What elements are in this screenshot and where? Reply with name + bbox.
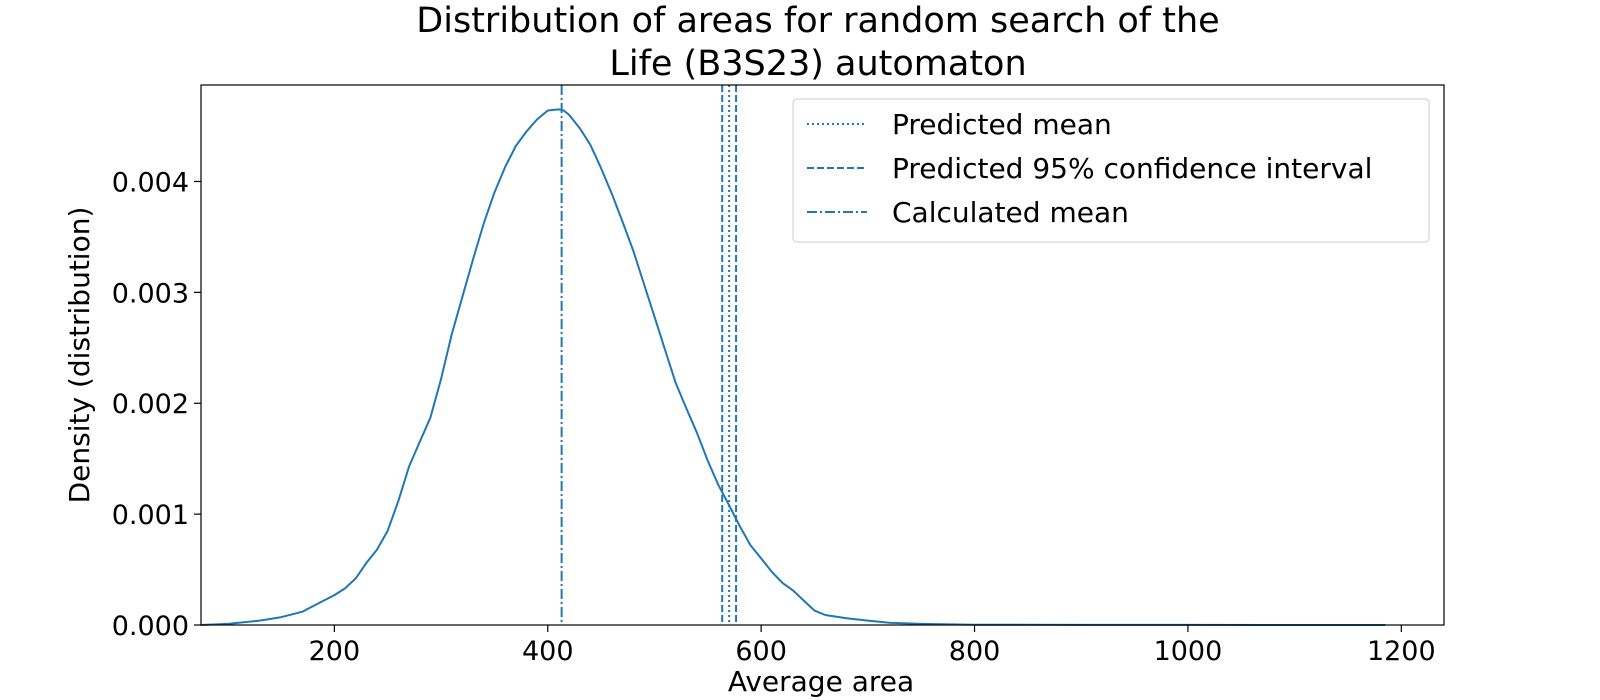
x-tick-label: 400	[522, 636, 574, 667]
chart-title-line-1: Distribution of areas for random search …	[416, 1, 1219, 41]
x-tick-label: 200	[309, 636, 361, 667]
legend: Predicted mean Predicted 95% confidence i…	[792, 98, 1430, 243]
legend-box	[792, 98, 1430, 243]
y-tick-label: 0.004	[112, 167, 189, 198]
chart-title-line-2: Life (B3S23) automaton	[609, 44, 1026, 84]
x-tick-label: 1200	[1367, 636, 1436, 667]
x-axis: 200 400 600 800 1000 1200	[309, 625, 1436, 667]
plot-frame	[200, 84, 1445, 626]
y-axis: 0.000 0.001 0.002 0.003 0.004	[112, 167, 201, 642]
x-tick-label: 600	[735, 636, 787, 667]
y-tick-label: 0.002	[112, 389, 189, 420]
y-axis-label: Density (distribution)	[63, 207, 96, 504]
plot-area	[200, 85, 1386, 626]
y-tick-label: 0.001	[112, 500, 189, 531]
legend-label: Predicted 95% confidence interval	[892, 152, 1372, 185]
x-tick-label: 1000	[1154, 636, 1223, 667]
y-tick-label: 0.003	[112, 278, 189, 309]
x-tick-label: 800	[949, 636, 1001, 667]
x-axis-label: Average area	[728, 665, 914, 698]
density-curve-1	[200, 108, 1386, 626]
y-tick-label: 0.000	[112, 611, 189, 642]
legend-label: Predicted mean	[892, 108, 1112, 141]
legend-label: Calculated mean	[892, 196, 1129, 229]
